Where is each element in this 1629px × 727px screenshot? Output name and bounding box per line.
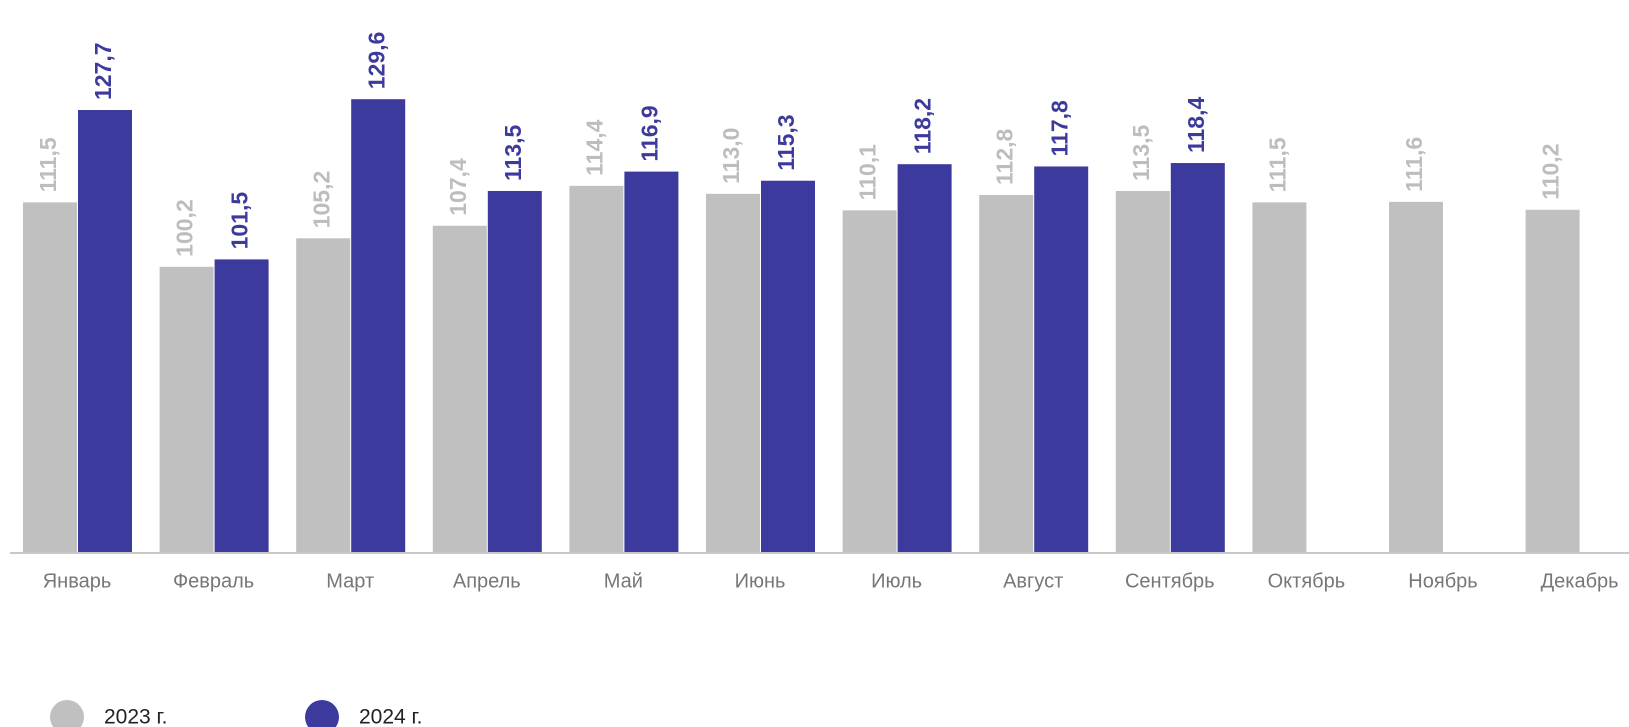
x-tick-label: Декабрь	[1541, 570, 1619, 592]
value-label: 113,0	[718, 128, 744, 184]
value-label: 111,5	[1264, 137, 1290, 192]
bar	[761, 180, 815, 553]
bar	[706, 193, 760, 553]
value-label: 111,5	[35, 137, 61, 192]
bar	[1389, 201, 1443, 553]
value-label: 113,5	[500, 124, 526, 180]
x-tick-label: Июль	[871, 570, 922, 592]
legend-label: 2024 г.	[359, 706, 422, 727]
x-tick-label: Март	[326, 570, 374, 592]
bar	[296, 238, 351, 553]
value-label: 118,2	[910, 98, 936, 154]
value-label: 111,6	[1401, 137, 1427, 192]
bar	[979, 194, 1034, 553]
value-label: 112,8	[991, 128, 1017, 184]
value-label: 105,2	[308, 171, 334, 229]
legend-swatch	[50, 700, 84, 727]
legend-swatch	[305, 700, 339, 727]
bar	[1525, 209, 1580, 553]
bar	[23, 202, 77, 553]
bar	[487, 190, 542, 553]
x-tick-label: Февраль	[173, 570, 254, 592]
bar	[842, 210, 897, 553]
bar	[159, 266, 214, 553]
value-label: 114,4	[581, 119, 607, 175]
bar	[897, 164, 952, 553]
value-label: 107,4	[445, 158, 471, 216]
value-label: 110,2	[1538, 144, 1564, 200]
bar	[78, 110, 132, 553]
legend-label: 2023 г.	[104, 706, 167, 727]
x-tick-label: Сентябрь	[1125, 570, 1215, 592]
bar	[569, 185, 624, 553]
value-label: 110,1	[855, 144, 881, 200]
bar	[1170, 163, 1225, 553]
value-label: 129,6	[363, 32, 389, 90]
value-label: 115,3	[773, 114, 799, 170]
bar	[432, 225, 487, 554]
bar	[1034, 166, 1089, 554]
x-tick-label: Апрель	[453, 570, 521, 592]
x-tick-label: Октябрь	[1268, 570, 1346, 592]
value-label: 116,9	[636, 105, 662, 161]
bar	[351, 99, 406, 553]
x-tick-label: Май	[604, 570, 643, 592]
x-tick-label: Январь	[43, 570, 112, 592]
bar	[214, 259, 269, 553]
value-label: 100,2	[172, 199, 198, 257]
value-label: 117,8	[1046, 100, 1072, 156]
x-tick-label: Ноябрь	[1408, 570, 1477, 592]
bar	[1252, 202, 1307, 553]
value-label: 101,5	[227, 192, 253, 250]
bar	[1115, 190, 1170, 553]
value-label: 113,5	[1128, 124, 1154, 180]
x-tick-label: Июнь	[735, 570, 786, 592]
x-tick-label: Август	[1003, 570, 1063, 592]
value-label: 127,7	[90, 42, 116, 100]
bar	[624, 171, 679, 554]
value-label: 118,4	[1183, 97, 1209, 153]
